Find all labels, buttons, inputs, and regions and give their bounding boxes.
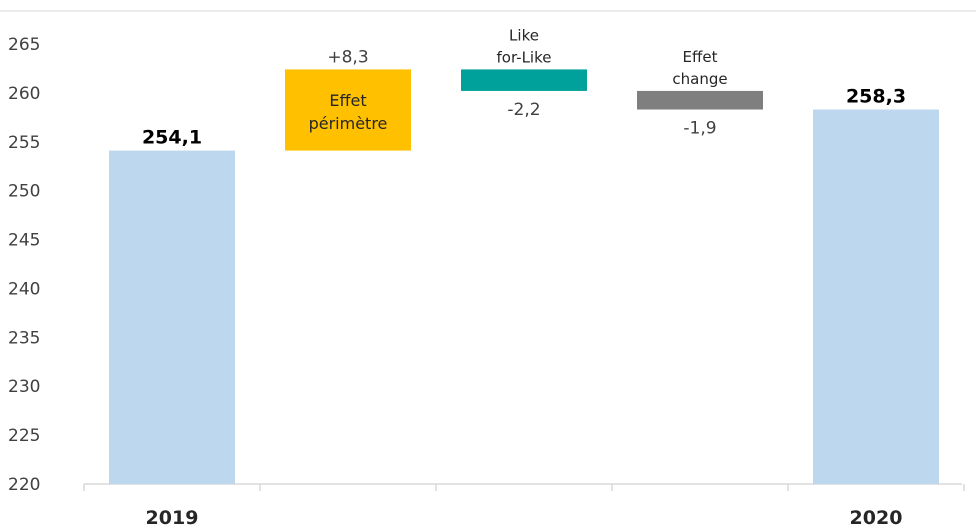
y-tick-label: 235 xyxy=(8,328,40,348)
x-axis: 2019 2020 xyxy=(83,483,965,529)
y-tick-label: 240 xyxy=(8,279,40,299)
delta-name-label: for-Like xyxy=(497,48,552,66)
delta-bar xyxy=(285,69,411,151)
total-value-label: 254,1 xyxy=(142,127,202,149)
total-bar xyxy=(813,109,939,484)
delta-value-label: -2,2 xyxy=(507,100,540,120)
delta-bar xyxy=(461,69,587,91)
x-tick-label: 2020 xyxy=(850,507,903,529)
total-bar xyxy=(109,150,235,485)
delta-value-label: +8,3 xyxy=(327,47,368,67)
data-labels: 254,1 +8,3 Effet périmètre Like for-Like -2,2 E… xyxy=(142,26,906,148)
delta-value-label: -1,9 xyxy=(683,119,716,139)
delta-bar xyxy=(637,90,763,110)
y-axis: 220 225 230 235 240 245 250 255 260 265 xyxy=(8,35,40,495)
delta-name-label: change xyxy=(672,70,727,88)
delta-name-label: Like xyxy=(509,26,539,44)
delta-name-label: Effet xyxy=(329,91,366,110)
y-tick-label: 255 xyxy=(8,133,40,153)
y-tick-label: 245 xyxy=(8,231,40,251)
delta-name-label: Effet xyxy=(683,48,718,66)
total-value-label: 258,3 xyxy=(846,86,906,108)
y-tick-label: 225 xyxy=(8,426,40,446)
y-tick-label: 260 xyxy=(8,84,40,104)
y-tick-label: 265 xyxy=(8,35,40,55)
bars xyxy=(109,69,939,485)
y-tick-label: 250 xyxy=(8,182,40,202)
x-tick-label: 2019 xyxy=(146,507,199,529)
y-tick-label: 230 xyxy=(8,377,40,397)
y-tick-label: 220 xyxy=(8,475,40,495)
delta-name-label: périmètre xyxy=(309,114,388,133)
